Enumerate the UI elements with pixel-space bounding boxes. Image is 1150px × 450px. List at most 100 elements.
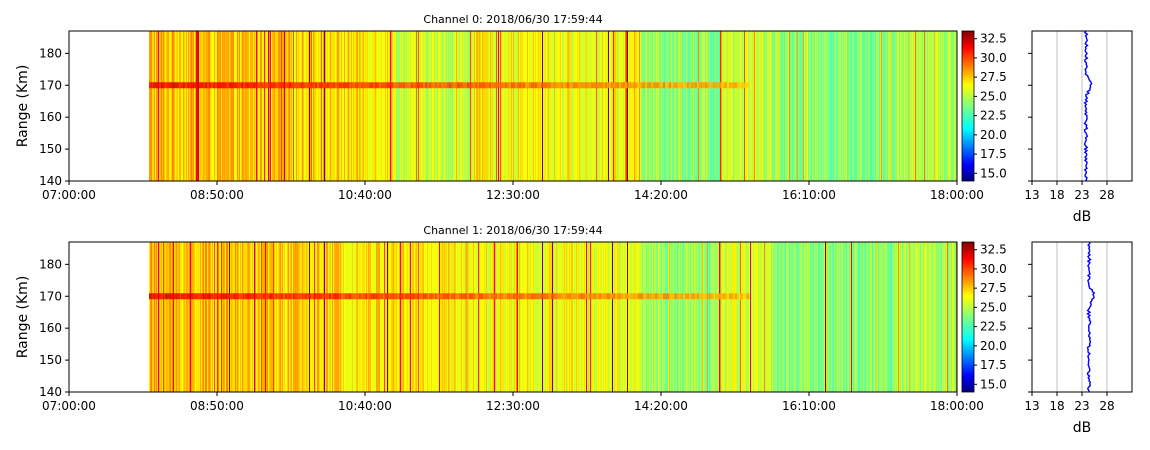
echo-band-segment — [713, 293, 716, 300]
echo-band-segment — [169, 293, 172, 300]
echo-band-segment — [691, 293, 694, 300]
echo-band-segment — [163, 293, 166, 300]
heatmap-column — [309, 31, 311, 181]
echo-band-segment — [717, 82, 720, 89]
heatmap-column — [774, 31, 776, 181]
heatmap-column — [290, 242, 292, 392]
heatmap-column — [781, 242, 783, 392]
heatmap-column — [501, 242, 503, 392]
heatmap-column — [398, 31, 400, 181]
echo-band-segment — [453, 82, 456, 89]
echo-band-segment — [641, 293, 644, 300]
heatmap-column — [715, 242, 717, 392]
heatmap-column — [723, 242, 725, 392]
echo-band-segment — [271, 293, 274, 300]
echo-band-segment — [421, 82, 424, 89]
heatmap-column — [789, 242, 791, 392]
heatmap-column — [538, 242, 540, 392]
heatmap-column — [193, 242, 195, 392]
heatmap-column — [255, 31, 257, 181]
echo-band-segment — [261, 82, 264, 89]
heatmap-column — [430, 242, 432, 392]
echo-band-segment — [469, 293, 472, 300]
heatmap-column — [828, 242, 830, 392]
heatmap-column — [186, 31, 188, 181]
echo-band-segment — [693, 293, 696, 300]
heatmap-column — [236, 31, 238, 181]
heatmap-column — [604, 242, 606, 392]
heatmap-column — [787, 31, 789, 181]
heatmap-column — [654, 242, 656, 392]
heatmap-column — [922, 242, 924, 392]
heatmap-column — [349, 242, 351, 392]
heatmap-column — [620, 31, 622, 181]
echo-band-segment — [405, 82, 408, 89]
echo-band-segment — [693, 82, 696, 89]
x-tick-label: 07:00:00 — [42, 188, 96, 202]
heatmap-column — [250, 242, 252, 392]
heatmap-column — [311, 31, 313, 181]
heatmap-column — [645, 242, 647, 392]
heatmap-column — [306, 242, 308, 392]
heatmap-column — [324, 31, 326, 181]
y-tick-label: 180 — [39, 46, 62, 60]
echo-band-segment — [353, 82, 356, 89]
profile-x-tick-label: 28 — [1099, 399, 1114, 413]
heatmap-column — [694, 31, 696, 181]
heatmap-column — [677, 31, 679, 181]
echo-band-segment — [263, 293, 266, 300]
heatmap-column — [917, 242, 919, 392]
echo-band-segment — [401, 82, 404, 89]
heatmap-column — [181, 31, 183, 181]
heatmap-column — [205, 31, 207, 181]
heatmap-column — [197, 31, 199, 181]
heatmap-column — [455, 31, 457, 181]
heatmap-column — [670, 242, 672, 392]
heatmap-column — [674, 242, 676, 392]
heatmap-column — [788, 242, 790, 392]
heatmap-column — [865, 242, 867, 392]
heatmap-column — [556, 242, 558, 392]
heatmap-column — [647, 242, 649, 392]
heatmap-column — [304, 242, 306, 392]
heatmap-column — [618, 31, 620, 181]
x-tick-label: 08:50:00 — [190, 399, 244, 413]
heatmap-column — [340, 31, 342, 181]
heatmap-column — [360, 31, 362, 181]
heatmap-column — [333, 242, 335, 392]
heatmap-column — [183, 31, 185, 181]
heatmap-column — [313, 31, 315, 181]
heatmap-column — [298, 242, 300, 392]
heatmap-column — [950, 242, 952, 392]
echo-band-segment — [677, 293, 680, 300]
heatmap-column — [917, 31, 919, 181]
heatmap-column — [156, 31, 158, 181]
heatmap-column — [831, 242, 833, 392]
heatmap-column — [494, 242, 496, 392]
x-tick-label: 18:00:00 — [930, 188, 984, 202]
heatmap-column — [260, 242, 262, 392]
heatmap-column — [592, 31, 594, 181]
heatmap-column — [525, 242, 527, 392]
heatmap-column — [450, 31, 452, 181]
heatmap-column — [598, 242, 600, 392]
heatmap-column — [825, 242, 827, 392]
heatmap-column — [566, 242, 568, 392]
heatmap-column — [305, 31, 307, 181]
heatmap-column — [231, 31, 233, 181]
heatmap-column — [321, 31, 323, 181]
echo-band-segment — [593, 82, 596, 89]
heatmap-column — [377, 242, 379, 392]
heatmap-column — [496, 31, 498, 181]
echo-band-segment — [663, 82, 666, 89]
heatmap-column — [479, 242, 481, 392]
heatmap-column — [855, 242, 857, 392]
heatmap-column — [927, 242, 929, 392]
heatmap-column — [612, 242, 614, 392]
heatmap-column — [735, 242, 737, 392]
heatmap-column — [920, 242, 922, 392]
heatmap-column — [644, 31, 646, 181]
heatmap-column — [816, 242, 818, 392]
echo-band-segment — [471, 293, 474, 300]
